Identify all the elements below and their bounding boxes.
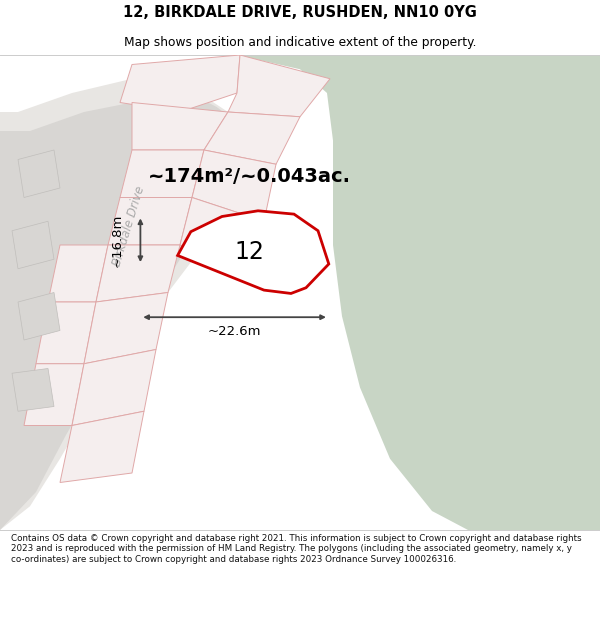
Polygon shape: [180, 198, 264, 269]
Text: Contains OS data © Crown copyright and database right 2021. This information is : Contains OS data © Crown copyright and d…: [11, 534, 581, 564]
Polygon shape: [0, 102, 216, 530]
Polygon shape: [178, 211, 329, 294]
Text: 12, BIRKDALE DRIVE, RUSHDEN, NN10 0YG: 12, BIRKDALE DRIVE, RUSHDEN, NN10 0YG: [123, 4, 477, 19]
Text: Birkdale Drive: Birkdale Drive: [110, 184, 148, 268]
Text: ~174m²/~0.043ac.: ~174m²/~0.043ac.: [148, 167, 350, 186]
Polygon shape: [12, 369, 54, 411]
Polygon shape: [18, 150, 60, 198]
Polygon shape: [72, 349, 156, 426]
Polygon shape: [12, 221, 54, 269]
Polygon shape: [84, 292, 168, 364]
Polygon shape: [108, 198, 192, 245]
Polygon shape: [204, 112, 300, 164]
Polygon shape: [60, 411, 144, 482]
Polygon shape: [228, 55, 330, 117]
Text: ~16.8m: ~16.8m: [111, 214, 124, 267]
Ellipse shape: [153, 100, 231, 162]
Polygon shape: [96, 245, 180, 302]
Polygon shape: [132, 102, 228, 150]
Polygon shape: [48, 245, 108, 302]
Polygon shape: [120, 55, 240, 112]
Polygon shape: [237, 55, 600, 530]
Text: Map shows position and indicative extent of the property.: Map shows position and indicative extent…: [124, 36, 476, 49]
Polygon shape: [24, 364, 84, 426]
Text: 12: 12: [234, 240, 264, 264]
Polygon shape: [18, 292, 60, 340]
Polygon shape: [36, 302, 96, 364]
Text: ~22.6m: ~22.6m: [208, 325, 262, 338]
Polygon shape: [192, 150, 276, 221]
Polygon shape: [0, 79, 240, 530]
Polygon shape: [120, 150, 204, 198]
